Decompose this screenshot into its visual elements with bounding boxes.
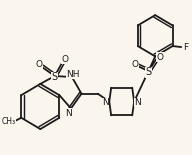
Text: NH: NH [66, 70, 80, 79]
Text: S: S [145, 67, 151, 77]
Text: O: O [62, 55, 69, 64]
Text: N: N [135, 98, 141, 107]
Text: O: O [156, 53, 163, 62]
Text: O: O [62, 55, 69, 64]
Text: N: N [65, 109, 71, 118]
Text: N: N [102, 98, 109, 107]
Text: O: O [36, 60, 43, 69]
Text: N: N [135, 98, 141, 107]
Text: S: S [145, 67, 151, 77]
Text: O: O [132, 60, 139, 69]
Text: O: O [156, 53, 163, 62]
Text: F: F [183, 43, 189, 52]
Text: CH₃: CH₃ [2, 117, 16, 126]
Text: N: N [65, 109, 71, 118]
Text: O: O [132, 60, 139, 69]
Text: O: O [36, 60, 43, 69]
Text: S: S [52, 72, 58, 82]
Text: S: S [52, 72, 58, 82]
Text: N: N [102, 98, 109, 107]
Text: CH₃: CH₃ [2, 117, 16, 126]
Text: NH: NH [66, 70, 80, 79]
Text: F: F [183, 43, 189, 52]
